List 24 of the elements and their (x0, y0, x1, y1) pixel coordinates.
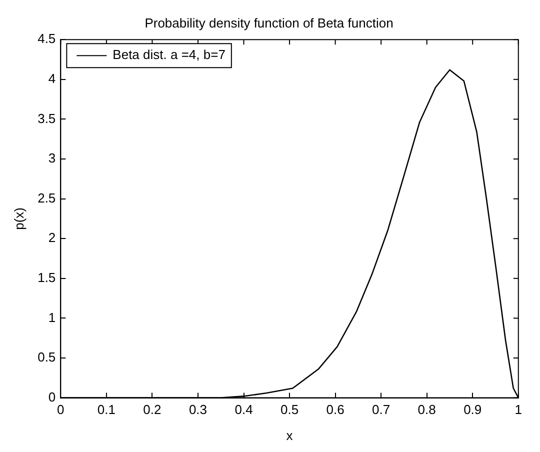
x-tick-label: 0.8 (418, 402, 436, 418)
legend-label: Beta dist. a =4, b=7 (112, 47, 226, 62)
x-tick-label: 0.6 (326, 402, 344, 418)
y-tick-label: 3.5 (38, 110, 56, 126)
y-tick-label: 2.5 (38, 190, 56, 206)
y-axis-title: p(x) (11, 208, 26, 230)
y-tick-label: 2 (48, 230, 56, 246)
x-tick-label: 1 (514, 402, 522, 418)
y-tick-label: 0.5 (38, 350, 56, 365)
x-tick-label: 0.2 (143, 402, 162, 418)
x-tick-label: 0.3 (188, 402, 208, 418)
x-axis-title: x (286, 428, 294, 443)
x-tick-label: 0.7 (372, 402, 390, 418)
y-tick-label: 1 (48, 310, 56, 325)
x-tick-label: 0.9 (464, 402, 482, 418)
y-tick-label: 3 (48, 150, 56, 166)
y-tick-label: 1.5 (38, 270, 56, 285)
y-tick-label: 0 (48, 389, 56, 404)
chart-title: Probability density function of Beta function (144, 15, 394, 30)
x-tick-label: 0.4 (234, 402, 253, 418)
y-tick-label: 4.5 (38, 31, 56, 46)
x-tick-label: 0.5 (280, 402, 299, 418)
y-tick-label: 4 (48, 70, 56, 86)
x-tick-label: 0.1 (97, 402, 116, 418)
